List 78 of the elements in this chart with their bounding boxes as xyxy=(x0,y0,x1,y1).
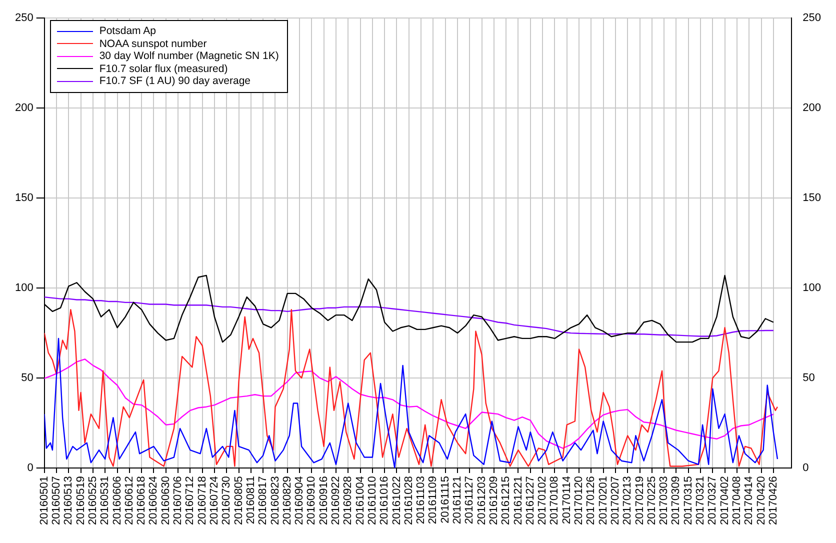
legend-label: F10.7 SF (1 AU) 90 day average xyxy=(99,75,251,88)
x-tick-label: 20170207 xyxy=(609,476,622,526)
x-tick-label: 20170114 xyxy=(560,476,573,524)
x-tick-label: 20170213 xyxy=(622,476,634,526)
x-tick-label: 20170225 xyxy=(646,476,658,526)
x-tick-label: 20160507 xyxy=(50,476,63,526)
y-tick-label: 50 xyxy=(21,372,34,384)
x-tick-label: 20170309 xyxy=(670,476,682,526)
y2-tick-label: 0 xyxy=(802,462,809,474)
y2-tick-label: 150 xyxy=(802,192,822,204)
y2-tick-label: 200 xyxy=(802,102,822,114)
y-tick-label: 150 xyxy=(14,192,34,204)
x-tick-label: 20161215 xyxy=(500,476,512,526)
x-tick-label: 20170426 xyxy=(767,476,780,526)
x-tick-label: 20161103 xyxy=(415,476,428,524)
x-tick-label: 20170315 xyxy=(682,476,694,526)
x-tick-label: 20160922 xyxy=(330,476,342,526)
y-tick-label: 200 xyxy=(14,102,34,114)
x-tick-label: 20161203 xyxy=(476,476,488,526)
y-tick-label: 250 xyxy=(14,12,34,24)
x-tick-label: 20161109 xyxy=(427,476,440,524)
x-tick-label: 20170408 xyxy=(731,476,743,526)
x-tick-label: 20170108 xyxy=(548,476,561,526)
x-tick-label: 20160630 xyxy=(160,476,172,526)
x-tick-label: 20160904 xyxy=(294,476,306,526)
legend-label: 30 day Wolf number (Magnetic SN 1K) xyxy=(99,50,279,62)
x-tick-label: 20170219 xyxy=(634,476,646,526)
x-tick-label: 20160817 xyxy=(257,476,270,526)
x-tick-label: 20160501 xyxy=(38,476,50,526)
legend-label: NOAA sunspot number xyxy=(99,38,207,50)
y2-tick-label: 100 xyxy=(802,282,822,294)
x-tick-label: 20170420 xyxy=(755,476,768,526)
x-tick-label: 20170102 xyxy=(536,476,549,526)
x-tick-label: 20170126 xyxy=(585,476,598,526)
x-tick-label: 20161121 xyxy=(452,476,464,524)
x-tick-label: 20170303 xyxy=(658,476,670,526)
x-tick-label: 20161028 xyxy=(402,476,415,526)
x-tick-label: 20160928 xyxy=(342,476,354,526)
x-tick-label: 20161209 xyxy=(488,476,500,526)
y-tick-label: 100 xyxy=(14,282,34,294)
x-tick-label: 20160811 xyxy=(244,476,257,524)
x-tick-label: 20170414 xyxy=(743,476,756,526)
legend-label: Potsdam Ap xyxy=(99,25,156,38)
x-tick-label: 20170120 xyxy=(573,476,586,526)
legend-label: F10.7 solar flux (measured) xyxy=(99,62,228,75)
x-tick-label: 20170201 xyxy=(597,476,610,526)
x-tick-label: 20161022 xyxy=(390,476,403,526)
x-tick-label: 20160730 xyxy=(220,476,233,526)
x-tick-label: 20161016 xyxy=(378,476,391,526)
x-tick-label: 20160525 xyxy=(86,476,99,526)
x-tick-label: 20161127 xyxy=(464,476,476,524)
x-tick-label: 20170327 xyxy=(706,476,719,526)
x-tick-label: 20160823 xyxy=(269,476,282,526)
x-tick-label: 20160718 xyxy=(196,476,208,526)
x-tick-label: 20160712 xyxy=(184,476,196,526)
x-tick-label: 20160805 xyxy=(232,476,245,526)
y2-tick-label: 50 xyxy=(802,372,815,384)
x-tick-label: 20170321 xyxy=(694,476,707,526)
x-tick-label: 20161115 xyxy=(439,476,452,524)
x-tick-label: 20160706 xyxy=(172,476,184,526)
x-tick-label: 20161227 xyxy=(524,476,536,526)
x-tick-label: 20160606 xyxy=(111,476,124,526)
x-tick-label: 20160724 xyxy=(208,476,220,526)
x-tick-label: 20160916 xyxy=(318,476,330,526)
y-tick-label: 0 xyxy=(27,462,34,474)
x-tick-label: 20160624 xyxy=(148,476,160,526)
x-tick-label: 20161004 xyxy=(354,476,366,526)
x-tick-label: 20170402 xyxy=(718,476,731,526)
y2-tick-label: 250 xyxy=(802,12,822,24)
x-tick-label: 20160910 xyxy=(306,476,318,526)
x-tick-label: 20160519 xyxy=(74,476,87,526)
x-tick-label: 20160513 xyxy=(62,476,75,526)
x-tick-label: 20160829 xyxy=(281,476,294,526)
x-tick-label: 20160531 xyxy=(99,476,112,526)
x-tick-label: 20160612 xyxy=(123,476,136,526)
x-tick-label: 20160618 xyxy=(136,476,148,526)
x-tick-label: 20161221 xyxy=(512,476,524,526)
x-tick-label: 20161010 xyxy=(366,476,378,526)
